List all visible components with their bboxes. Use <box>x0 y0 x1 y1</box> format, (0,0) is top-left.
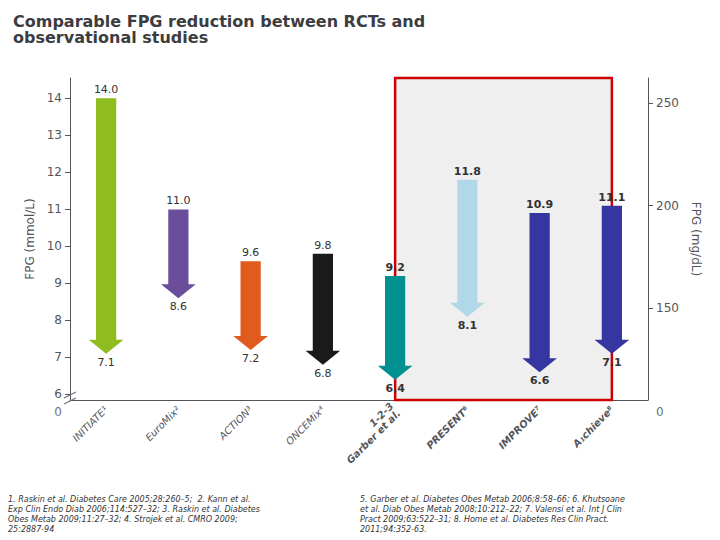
svg-text:13: 13 <box>47 128 62 142</box>
svg-text:6: 6 <box>54 387 62 401</box>
svg-text:2011;94:352-63.: 2011;94:352-63. <box>360 525 427 534</box>
svg-text:8.1: 8.1 <box>458 319 478 332</box>
svg-text:6.6: 6.6 <box>530 374 550 387</box>
svg-text:FPG (mmol/L): FPG (mmol/L) <box>23 198 37 279</box>
svg-text:1. Raskin et al. Diabetes Care: 1. Raskin et al. Diabetes Care 2005;28:2… <box>8 495 250 504</box>
svg-text:INITIATE¹: INITIATE¹ <box>70 404 110 444</box>
svg-text:14: 14 <box>47 91 62 105</box>
svg-text:7.1: 7.1 <box>97 356 115 369</box>
svg-text:11.0: 11.0 <box>166 194 191 207</box>
svg-text:et al. Diab Obes Metab 2008;10: et al. Diab Obes Metab 2008;10:212–22; 7… <box>360 505 622 514</box>
svg-text:11.8: 11.8 <box>454 165 481 178</box>
svg-text:observational studies: observational studies <box>13 28 208 47</box>
svg-text:10: 10 <box>47 239 62 253</box>
svg-text:ONCEMix⁴: ONCEMix⁴ <box>284 404 327 447</box>
svg-text:IMPROVE⁷: IMPROVE⁷ <box>496 404 544 452</box>
svg-text:8.6: 8.6 <box>170 300 188 313</box>
svg-text:200: 200 <box>656 199 679 213</box>
svg-text:ACTION³: ACTION³ <box>216 404 254 442</box>
svg-text:11.1: 11.1 <box>598 191 625 204</box>
svg-text:150: 150 <box>656 301 679 315</box>
svg-text:8: 8 <box>54 313 62 327</box>
svg-text:11: 11 <box>47 202 62 216</box>
svg-text:0: 0 <box>656 405 664 419</box>
svg-text:9: 9 <box>54 276 62 290</box>
svg-text:9.8: 9.8 <box>314 239 332 252</box>
svg-text:25:2887-94: 25:2887-94 <box>8 525 54 534</box>
svg-text:Garber et al.: Garber et al. <box>344 408 402 466</box>
svg-text:A₁chieve⁸: A₁chieve⁸ <box>570 404 616 450</box>
svg-text:Obes Metab 2009;11:27–32; 4. S: Obes Metab 2009;11:27–32; 4. Strojek et … <box>8 515 238 524</box>
svg-text:14.0: 14.0 <box>94 83 119 96</box>
svg-text:12: 12 <box>47 165 62 179</box>
svg-text:EuroMix²: EuroMix² <box>143 404 182 443</box>
svg-text:7.1: 7.1 <box>602 356 622 369</box>
svg-text:9.6: 9.6 <box>242 246 260 259</box>
svg-text:Comparable FPG reduction betwe: Comparable FPG reduction between RCTs an… <box>13 11 426 31</box>
svg-text:10.9: 10.9 <box>526 198 553 211</box>
svg-text:Pract 2009;63:522–31; 8. Home: Pract 2009;63:522–31; 8. Home et al. Dia… <box>360 515 609 524</box>
svg-text:9.2: 9.2 <box>385 261 405 274</box>
svg-text:6.8: 6.8 <box>314 367 332 380</box>
svg-text:5. Garber et al. Diabetes Obes: 5. Garber et al. Diabetes Obes Metab 200… <box>360 495 625 504</box>
svg-text:250: 250 <box>656 96 679 110</box>
svg-text:7: 7 <box>54 350 62 364</box>
svg-text:Exp Clin Endo Diab 2006;114:52: Exp Clin Endo Diab 2006;114:527–32; 3. R… <box>8 505 260 514</box>
svg-text:PRESENT⁶: PRESENT⁶ <box>424 404 471 451</box>
svg-text:1-2-3: 1-2-3 <box>367 400 396 429</box>
svg-text:FPG (mg/dL): FPG (mg/dL) <box>689 202 703 276</box>
svg-text:0: 0 <box>54 405 62 419</box>
svg-text:7.2: 7.2 <box>242 352 260 365</box>
svg-text:6.4: 6.4 <box>385 382 405 395</box>
